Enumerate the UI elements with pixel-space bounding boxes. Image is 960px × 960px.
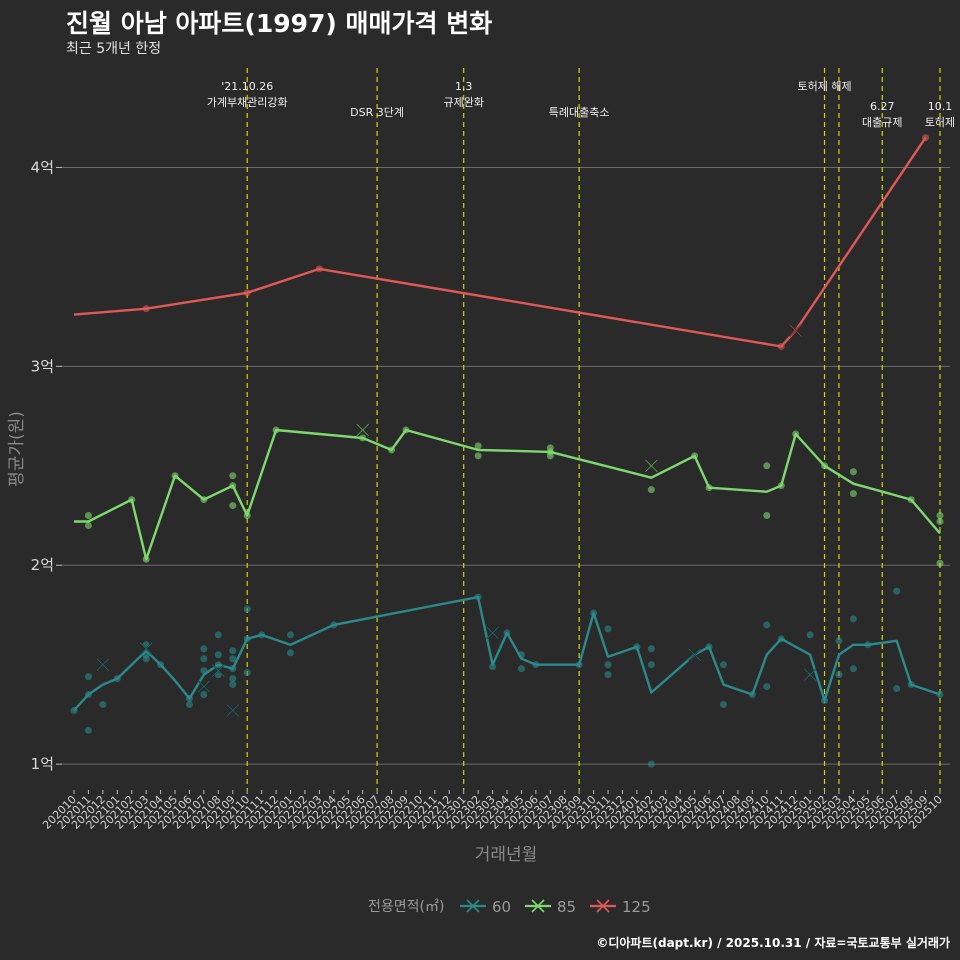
y-tick-label: 2억: [31, 556, 54, 574]
cancelled-marker-overlay-60: [96, 658, 110, 672]
cancelled-marker-overlay-60: [211, 664, 225, 678]
cancelled-marker-overlay-60: [197, 680, 211, 693]
data-point-85: [546, 444, 554, 452]
event-label: 토허제: [925, 116, 955, 129]
data-point-60: [720, 700, 727, 708]
data-point-60: [229, 675, 237, 683]
event-label: 10.1: [928, 100, 953, 113]
legend-label-85: 85: [557, 898, 576, 916]
cancelled-marker-overlay-60: [226, 704, 240, 717]
chart-title: 진월 아남 아파트(1997) 매매가격 변화: [66, 9, 493, 38]
data-point-85: [474, 442, 482, 450]
data-point-60: [229, 655, 237, 663]
data-point-85: [229, 502, 237, 510]
legend-key-marker-60: [466, 899, 480, 913]
data-point-85: [849, 468, 857, 476]
event-label: DSR 3단계: [350, 106, 404, 119]
data-point-60: [763, 683, 771, 691]
data-point-60: [214, 631, 222, 639]
data-point-85: [936, 559, 944, 567]
y-tick-label: 1억: [31, 755, 54, 773]
cancelled-marker-overlay-60: [486, 626, 499, 640]
data-point-60: [200, 645, 208, 653]
data-point-60: [604, 661, 612, 669]
legend-label-60: 60: [492, 898, 511, 916]
legend-label-125: 125: [622, 898, 651, 916]
data-point-60: [849, 615, 857, 623]
axes: 1억2억3억4억20201020201120201220210120210220…: [7, 158, 945, 865]
data-point-60: [214, 651, 222, 659]
data-point-60: [287, 649, 294, 657]
data-point-60: [243, 669, 251, 677]
x-axis-title: 거래년월: [475, 845, 538, 865]
event-lines: [246, 68, 941, 790]
data-point-60: [84, 726, 92, 734]
data-point-60: [647, 661, 655, 669]
data-point-60: [893, 685, 901, 693]
data-point-60: [849, 665, 857, 673]
data-point-85: [763, 512, 771, 520]
data-point-60: [200, 691, 208, 699]
data-point-60: [517, 665, 525, 673]
gridlines: [62, 166, 950, 765]
data-point-60: [200, 655, 208, 663]
data-point-85: [763, 462, 771, 470]
cancelled-marker-overlay-85: [644, 459, 658, 473]
data-point-60: [604, 671, 612, 679]
series: [70, 134, 944, 768]
cancelled-marker-overlay-60: [803, 668, 817, 681]
data-point-60: [893, 587, 901, 595]
data-point-85: [84, 521, 92, 529]
series-line-125: [73, 136, 927, 348]
data-point-85: [84, 512, 92, 520]
data-point-60: [229, 647, 237, 655]
event-label: 대출규제: [862, 116, 902, 129]
data-point-85: [647, 486, 655, 494]
data-point-60: [243, 605, 251, 613]
source-caption: ©디아파트(dapt.kr) / 2025.10.31 / 자료=국토교통부 실…: [596, 936, 950, 950]
data-point-85: [936, 517, 944, 525]
cancelled-marker-overlay-60: [139, 642, 153, 656]
series-line-85: [74, 428, 941, 561]
event-label: 6.27: [870, 100, 895, 113]
event-label: 1.3: [455, 80, 473, 93]
cancelled-marker-overlay-85: [356, 423, 370, 437]
data-point-60: [806, 631, 814, 639]
data-point-60: [604, 625, 612, 633]
event-label: 가계부채관리강화: [207, 96, 288, 109]
event-label: 규제완화: [443, 96, 483, 109]
data-point-60: [185, 700, 193, 708]
event-label: '21.10.26: [221, 80, 273, 93]
data-point-60: [647, 645, 655, 653]
legend-title: 전용면적(㎡): [368, 899, 444, 915]
data-point-60: [835, 671, 843, 679]
y-tick-label: 4억: [31, 158, 54, 176]
y-tick-label: 3억: [31, 357, 54, 375]
data-point-60: [287, 631, 294, 639]
series-line-60: [73, 595, 941, 712]
data-point-60: [720, 661, 727, 669]
legend-key-marker-125: [596, 899, 610, 913]
data-point-85: [849, 490, 857, 498]
data-point-60: [835, 637, 843, 645]
event-label: 토허제 해제: [797, 79, 851, 93]
data-point-60: [99, 700, 107, 708]
chart-subtitle: 최근 5개년 한정: [66, 41, 162, 57]
event-label: 특례대출축소: [549, 106, 610, 119]
data-point-85: [229, 472, 237, 480]
data-point-85: [936, 512, 944, 520]
data-point-60: [647, 760, 655, 768]
data-point-85: [474, 452, 482, 460]
legend: 전용면적(㎡) 60 85 125: [368, 898, 651, 916]
legend-key-marker-85: [531, 899, 545, 913]
y-axis-title: 평균가(원): [7, 411, 27, 487]
data-point-60: [489, 663, 497, 671]
data-point-60: [84, 673, 92, 681]
data-point-60: [229, 681, 237, 689]
data-point-60: [763, 621, 771, 629]
cancelled-marker-overlay-125: [789, 324, 803, 337]
cancelled-marker-overlay-60: [688, 648, 701, 662]
